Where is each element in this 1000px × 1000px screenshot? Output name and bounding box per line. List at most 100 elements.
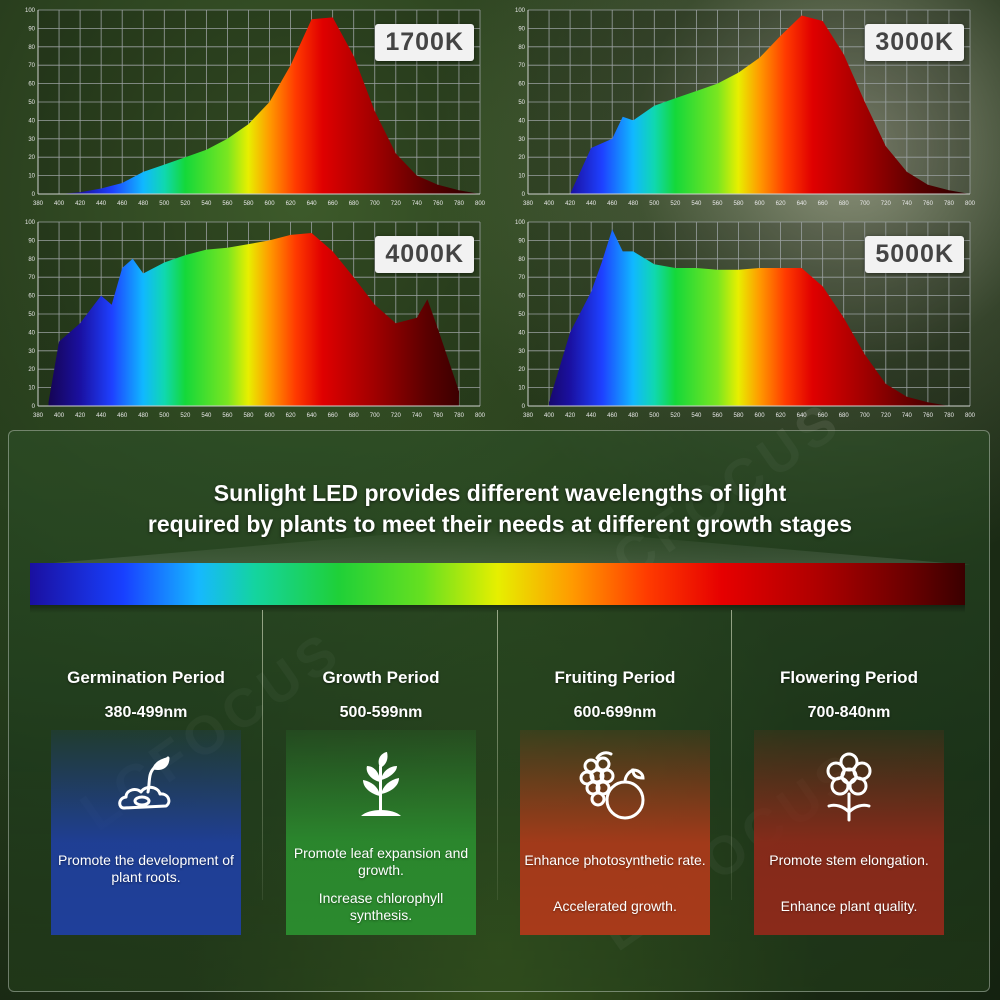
x-tick-label: 480 xyxy=(628,201,639,207)
y-tick-label: 20 xyxy=(28,155,35,161)
y-tick-label: 80 xyxy=(28,45,35,51)
x-tick-label: 640 xyxy=(797,201,808,207)
stage-divider xyxy=(262,610,263,900)
y-tick-label: 60 xyxy=(518,82,525,88)
y-tick-label: 100 xyxy=(515,220,526,226)
y-tick-label: 90 xyxy=(28,26,35,32)
stage-benefit: Promote the development of plant roots. xyxy=(58,852,234,885)
spectrum-chart-4000k: 380 400 420 440 460 480 500 520 540 560 580 600 620 6… xyxy=(8,214,490,429)
x-tick-label: 640 xyxy=(307,413,318,419)
spectrum-chart-svg: 380 400 420 440 460 480 500 520 540 560 580 600 620 6… xyxy=(515,220,976,419)
x-tick-label: 600 xyxy=(265,413,276,419)
y-tick-label: 40 xyxy=(28,118,35,124)
data-point xyxy=(142,171,144,173)
x-tick-label: 700 xyxy=(370,413,381,419)
data-point xyxy=(927,184,929,186)
x-tick-label: 620 xyxy=(776,413,787,419)
data-point xyxy=(458,190,460,192)
data-point xyxy=(801,267,803,269)
y-tick-label: 100 xyxy=(25,8,36,14)
color-temperature-badge: 3000K xyxy=(865,24,964,61)
stage-divider xyxy=(497,610,498,900)
data-point xyxy=(185,254,187,256)
x-tick-label: 640 xyxy=(307,201,318,207)
stage-range: 600-699nm xyxy=(573,704,657,721)
y-tick-label: 40 xyxy=(28,330,35,336)
y-tick-label: 20 xyxy=(518,155,525,161)
x-tick-label: 520 xyxy=(180,201,191,207)
y-tick-label: 20 xyxy=(518,367,525,373)
data-point xyxy=(759,267,761,269)
color-temperature-badge: 5000K xyxy=(865,236,964,273)
data-point xyxy=(822,286,824,288)
x-tick-label: 700 xyxy=(860,413,871,419)
spectrum-area xyxy=(570,15,970,194)
data-point xyxy=(163,164,165,166)
x-tick-label: 400 xyxy=(544,201,555,207)
x-tick-label: 380 xyxy=(33,201,44,207)
x-tick-label: 520 xyxy=(670,413,681,419)
stage-title: Fruiting Period xyxy=(554,668,676,687)
x-tick-label: 620 xyxy=(286,201,297,207)
y-tick-label: 30 xyxy=(518,137,525,143)
y-tick-label: 100 xyxy=(25,220,36,226)
data-point xyxy=(780,35,782,37)
data-point xyxy=(632,120,634,122)
data-point xyxy=(374,110,376,112)
data-point xyxy=(611,229,613,231)
data-point xyxy=(696,90,698,92)
data-point xyxy=(248,123,250,125)
data-point xyxy=(437,184,439,186)
x-tick-label: 560 xyxy=(222,413,233,419)
x-tick-label: 800 xyxy=(475,201,486,207)
x-tick-label: 660 xyxy=(328,413,339,419)
y-tick-label: 50 xyxy=(28,100,35,106)
spectrum-bar xyxy=(30,563,965,605)
y-tick-label: 70 xyxy=(28,63,35,69)
stage-fruiting: Fruiting Period 600-699nm Enhance photos… xyxy=(498,610,732,940)
y-tick-label: 10 xyxy=(28,386,35,392)
data-point xyxy=(632,251,634,253)
y-tick-label: 70 xyxy=(518,63,525,69)
x-tick-label: 580 xyxy=(243,201,254,207)
x-tick-label: 500 xyxy=(159,413,170,419)
y-tick-label: 90 xyxy=(518,238,525,244)
data-point xyxy=(48,402,50,404)
x-tick-label: 460 xyxy=(607,201,618,207)
y-tick-label: 50 xyxy=(518,312,525,318)
x-tick-label: 480 xyxy=(138,413,149,419)
x-tick-label: 720 xyxy=(881,201,892,207)
data-point xyxy=(395,153,397,155)
data-point xyxy=(311,18,313,20)
x-tick-label: 400 xyxy=(54,413,65,419)
data-point xyxy=(290,64,292,66)
stage-germination: Germination Period 380-499nm Promote the… xyxy=(29,610,263,940)
stage-card: Promote the development of plant roots. xyxy=(51,730,241,935)
data-point xyxy=(927,402,929,404)
x-tick-label: 680 xyxy=(349,201,360,207)
data-point xyxy=(738,269,740,271)
stage-card: Promote stem elongation. Enhance plant q… xyxy=(754,730,944,935)
x-tick-label: 420 xyxy=(75,201,86,207)
x-tick-label: 520 xyxy=(670,201,681,207)
data-point xyxy=(206,249,208,251)
data-point xyxy=(437,328,439,330)
data-point xyxy=(427,298,429,300)
x-tick-label: 600 xyxy=(755,201,766,207)
y-tick-label: 30 xyxy=(518,349,525,355)
data-point xyxy=(906,171,908,173)
y-tick-label: 60 xyxy=(28,294,35,300)
x-tick-label: 760 xyxy=(923,413,934,419)
data-point xyxy=(611,138,613,140)
plant-growth-icon xyxy=(349,750,413,827)
x-tick-label: 540 xyxy=(691,201,702,207)
y-tick-label: 60 xyxy=(518,294,525,300)
data-point xyxy=(717,83,719,85)
x-tick-label: 400 xyxy=(544,413,555,419)
x-tick-label: 660 xyxy=(818,413,829,419)
data-point xyxy=(163,262,165,264)
data-point xyxy=(374,304,376,306)
spectrum-area xyxy=(59,17,480,195)
y-tick-label: 20 xyxy=(28,367,35,373)
x-tick-label: 480 xyxy=(138,201,149,207)
